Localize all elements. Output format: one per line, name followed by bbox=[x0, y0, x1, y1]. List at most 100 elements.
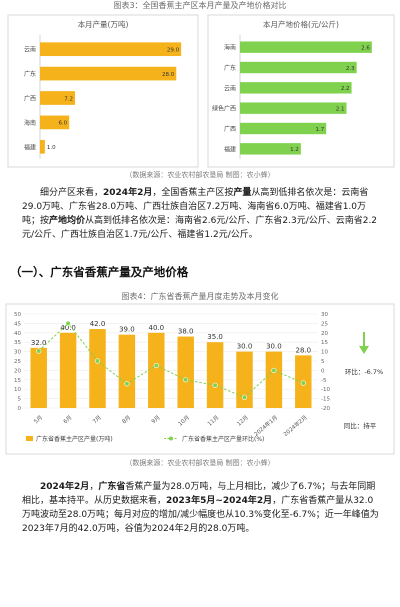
x-axis-label: 7月 bbox=[91, 414, 102, 425]
left-axis-tick: 15 bbox=[14, 378, 21, 384]
production-bar bbox=[59, 332, 77, 408]
production-bar bbox=[89, 329, 106, 408]
figure-3-title: 图表3：全国香蕉主产区本月产量及产地价格对比 bbox=[113, 1, 287, 10]
right-axis-tick: 0 bbox=[321, 368, 325, 374]
mom-change-point bbox=[65, 320, 71, 327]
mom-change-point bbox=[94, 358, 101, 364]
para1-text-g: 从高到低排名依次是：海南省2.6元/公斤、广东省2.3元/公斤、云南省2.2元/… bbox=[22, 216, 378, 240]
bar-value-label: 40.0 bbox=[149, 324, 165, 332]
bar-value-label: 1.0 bbox=[47, 145, 56, 151]
para2-province: 广东省 bbox=[98, 482, 126, 492]
left-axis-tick: 5 bbox=[18, 397, 22, 403]
category-label: 绿色广西 bbox=[212, 105, 236, 113]
bar-value-label: 30.0 bbox=[266, 343, 282, 351]
para2-comma: ， bbox=[89, 482, 99, 492]
chart-title: 本月产量(万吨) bbox=[78, 19, 129, 29]
bar bbox=[40, 115, 70, 130]
left-axis-tick: 10 bbox=[14, 387, 21, 393]
right-axis-tick: -20 bbox=[321, 406, 330, 412]
para2-text-d: 香蕉产量为28.0万吨，与上月相比，减少了6.7%；与去年同期相比，基本持平。从… bbox=[22, 482, 376, 506]
bar-value-label: 32.0 bbox=[31, 339, 47, 347]
yoy-annotation: 同比：持平 bbox=[344, 421, 377, 430]
left-axis-tick: 20 bbox=[14, 368, 21, 374]
category-label: 云南 bbox=[24, 46, 36, 54]
category-label: 广东 bbox=[24, 70, 36, 78]
figure-3-charts: 本月产量(万吨) 云南 29.0 广东 28.0 广西 7.2 海南 6.0 福建 1.0 本月产地… bbox=[7, 14, 395, 168]
legend-line-marker bbox=[169, 436, 173, 441]
para1-date: 2024年2月 bbox=[103, 188, 153, 198]
right-axis-tick: 15 bbox=[321, 340, 328, 346]
category-label: 云南 bbox=[224, 84, 236, 92]
production-bar bbox=[148, 332, 165, 408]
right-axis-tick: -5 bbox=[321, 378, 327, 384]
bar-value-label: 38.0 bbox=[178, 328, 194, 336]
guangdong-monthly-chart: 50 30 45 25 40 20 35 15 30 10 25 5 20 0 15 -5 10 -10 5 -15 0… bbox=[5, 303, 395, 455]
production-bar bbox=[206, 342, 224, 408]
bar-value-label: 35.0 bbox=[207, 333, 223, 341]
bar bbox=[240, 61, 357, 74]
right-axis-tick: 20 bbox=[321, 331, 328, 337]
production-bar-chart: 本月产量(万吨) 云南 29.0 广东 28.0 广西 7.2 海南 6.0 福建 1.0 bbox=[7, 14, 199, 168]
production-bar bbox=[30, 347, 47, 408]
bar-value-label: 42.0 bbox=[90, 320, 106, 328]
x-axis-label: 8月 bbox=[121, 414, 132, 425]
figure-4-title: 图表4：广东省香蕉产量月度走势及本月变化 bbox=[121, 292, 279, 301]
bar bbox=[240, 82, 352, 94]
bar-value-label: 1.2 bbox=[290, 147, 299, 153]
paragraph-guangdong-analysis: 2024年2月，广东省香蕉产量为28.0万吨，与上月相比，减少了6.7%；与去年… bbox=[22, 480, 382, 536]
mom-annotation: 环比：-6.7% bbox=[345, 367, 383, 376]
legend-bar-swatch bbox=[26, 436, 33, 441]
production-bar bbox=[177, 336, 194, 408]
mom-change-point bbox=[271, 367, 277, 373]
mom-change-point bbox=[212, 382, 218, 388]
bar bbox=[40, 91, 76, 105]
bar-value-label: 2.2 bbox=[341, 86, 350, 92]
mom-change-point bbox=[124, 381, 130, 387]
bar bbox=[40, 66, 177, 81]
price-bar-chart: 本月产地价格(元/公斤) 海南 2.6 广东 2.3 云南 2.2 绿色广西 2.1 广西 1.7 福… bbox=[207, 14, 395, 168]
figure-4-source: （数据来源：农业农村部农垦局 制图：农小蜂） bbox=[125, 459, 275, 467]
left-axis-tick: 25 bbox=[14, 359, 21, 365]
left-axis-tick: 45 bbox=[14, 321, 21, 327]
down-arrow-head-icon bbox=[359, 346, 369, 354]
legend-bar-label: 广东省香蕉主产区产量(万吨) bbox=[36, 435, 113, 443]
bar-value-label: 28.0 bbox=[296, 346, 312, 354]
para1-keyword-production: 产量 bbox=[233, 188, 252, 198]
bar-value-label: 40.0 bbox=[60, 324, 76, 332]
mom-change-point bbox=[300, 380, 306, 386]
paragraph-regional-ranking: 细分产区来看，2024年2月，全国香蕉主产区按产量从高到低排名依次是：云南省29… bbox=[22, 186, 382, 242]
mom-change-point bbox=[183, 377, 189, 383]
bar-value-label: 30.0 bbox=[237, 343, 253, 351]
right-axis-tick: 5 bbox=[321, 359, 325, 365]
category-label: 福建 bbox=[24, 143, 36, 151]
left-axis-tick: 50 bbox=[14, 312, 21, 318]
bar-value-label: 7.2 bbox=[64, 96, 73, 102]
bar-value-label: 28.0 bbox=[162, 72, 175, 78]
figure-3-source: （数据来源：农业农村部农垦局 制图：农小蜂） bbox=[125, 171, 275, 179]
bar bbox=[240, 122, 327, 135]
bar-value-label: 2.3 bbox=[346, 66, 355, 72]
bar-value-label: 29.0 bbox=[167, 48, 180, 54]
chart-title: 本月产地价格(元/公斤) bbox=[263, 19, 339, 29]
bar bbox=[240, 102, 347, 114]
right-axis-tick: -10 bbox=[321, 387, 330, 393]
right-axis-tick: 30 bbox=[321, 312, 328, 318]
bar-value-label: 1.7 bbox=[315, 127, 324, 133]
para1-text-e: 从高到低排名依次是：云南省29.0万吨、广东省28.0万吨、广西壮族自治区7.2… bbox=[22, 188, 369, 226]
legend-line-label: 广东省香蕉主产区产量环比(%) bbox=[182, 435, 264, 443]
production-bar bbox=[118, 334, 136, 408]
para1-text-c: ，全国香蕉主产区按 bbox=[152, 188, 234, 198]
para2-date: 2024年2月 bbox=[40, 482, 90, 492]
x-axis-label: 9月 bbox=[150, 414, 161, 425]
bar-value-label: 6.0 bbox=[58, 121, 67, 127]
mom-change-point bbox=[241, 394, 248, 400]
left-axis-tick: 30 bbox=[14, 350, 21, 356]
x-axis-label: 6月 bbox=[62, 414, 73, 425]
para2-period: 2023年5月~2024年2月 bbox=[166, 496, 273, 506]
chart-panel bbox=[7, 14, 199, 168]
right-axis-tick: -15 bbox=[321, 397, 330, 403]
para2-text-f: ，广东省香蕉产量从32.0万吨波动至28.0万吨；每月对应的增加/减少幅度也从1… bbox=[22, 496, 379, 534]
bar-value-label: 2.6 bbox=[361, 45, 370, 51]
category-label: 广东 bbox=[224, 64, 236, 72]
bar bbox=[240, 41, 372, 53]
